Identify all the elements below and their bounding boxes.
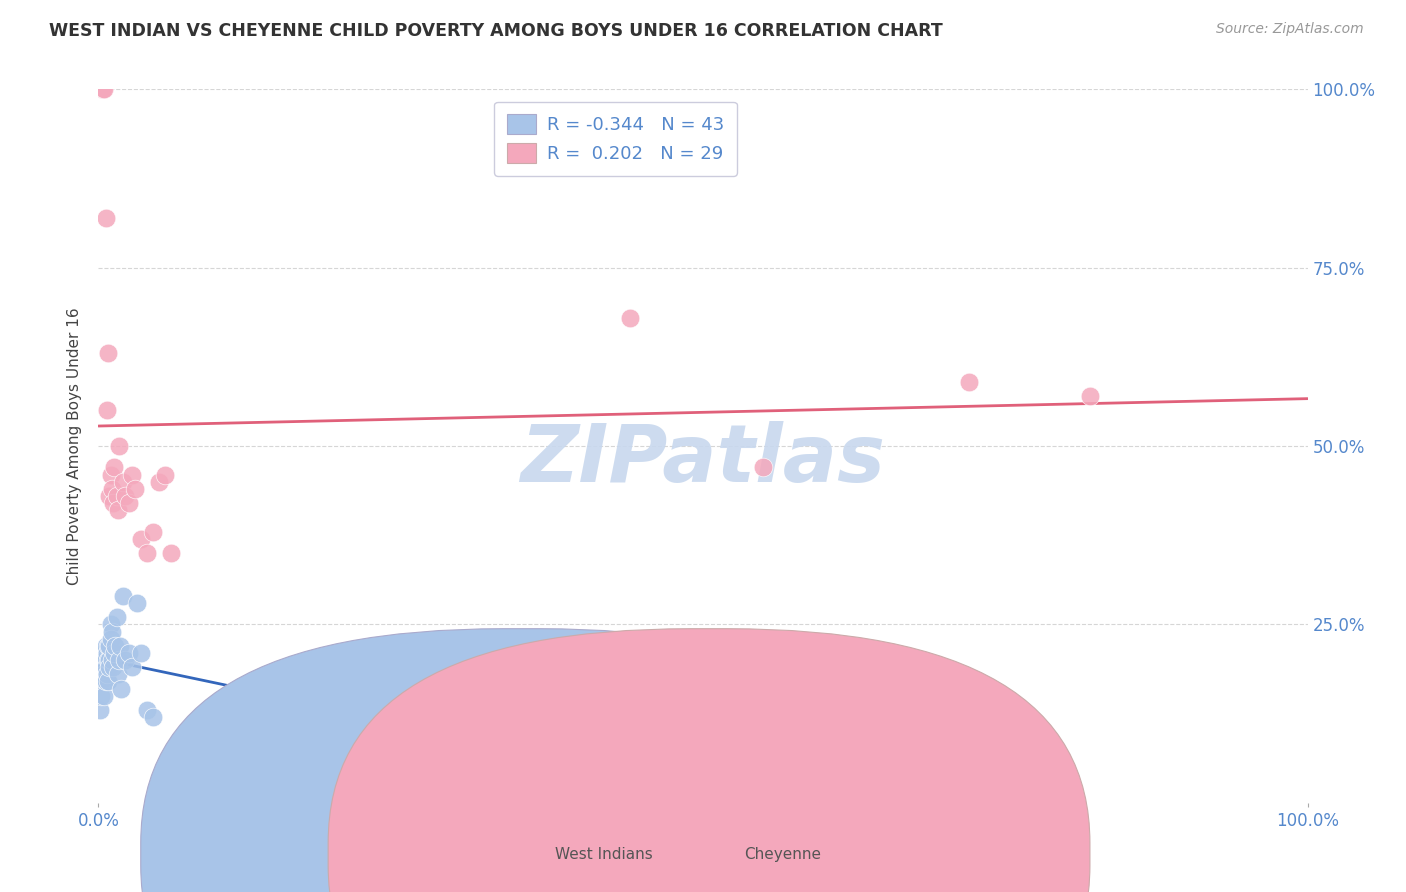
Point bbox=[142, 710, 165, 724]
Point bbox=[96, 646, 118, 660]
Point bbox=[97, 346, 120, 360]
Y-axis label: Child Poverty Among Boys Under 16: Child Poverty Among Boys Under 16 bbox=[67, 307, 83, 585]
Point bbox=[121, 660, 143, 674]
Point bbox=[91, 660, 114, 674]
Point bbox=[93, 653, 115, 667]
Point bbox=[93, 667, 115, 681]
Point bbox=[89, 703, 111, 717]
Point bbox=[114, 489, 136, 503]
Point bbox=[957, 375, 980, 389]
Point bbox=[135, 546, 157, 560]
Point bbox=[94, 639, 117, 653]
Point bbox=[127, 596, 149, 610]
Point bbox=[96, 403, 118, 417]
FancyBboxPatch shape bbox=[141, 629, 903, 892]
Text: WEST INDIAN VS CHEYENNE CHILD POVERTY AMONG BOYS UNDER 16 CORRELATION CHART: WEST INDIAN VS CHEYENNE CHILD POVERTY AM… bbox=[49, 22, 943, 40]
Point bbox=[129, 646, 152, 660]
Text: West Indians: West Indians bbox=[555, 847, 654, 862]
Point bbox=[98, 639, 121, 653]
Point bbox=[98, 653, 121, 667]
Point bbox=[91, 653, 114, 667]
Point bbox=[111, 475, 134, 489]
Point bbox=[619, 310, 641, 325]
Point bbox=[118, 496, 141, 510]
Point bbox=[90, 674, 112, 689]
Point bbox=[142, 524, 165, 539]
FancyBboxPatch shape bbox=[328, 629, 1090, 892]
Point bbox=[90, 689, 112, 703]
Text: ZIPatlas: ZIPatlas bbox=[520, 421, 886, 500]
Point bbox=[668, 767, 690, 781]
Text: Source: ZipAtlas.com: Source: ZipAtlas.com bbox=[1216, 22, 1364, 37]
Point bbox=[94, 211, 117, 225]
Point bbox=[153, 467, 176, 482]
Point bbox=[108, 639, 131, 653]
Point bbox=[91, 82, 114, 96]
Point bbox=[110, 681, 132, 696]
Point bbox=[107, 503, 129, 517]
Point bbox=[111, 589, 134, 603]
Point bbox=[100, 482, 122, 496]
Point bbox=[96, 667, 118, 681]
Point bbox=[94, 674, 117, 689]
Point bbox=[100, 617, 122, 632]
Point bbox=[114, 653, 136, 667]
Point bbox=[108, 653, 131, 667]
Point bbox=[148, 475, 170, 489]
Point bbox=[91, 667, 114, 681]
Point bbox=[101, 496, 124, 510]
Point bbox=[97, 674, 120, 689]
Point bbox=[129, 532, 152, 546]
Point bbox=[98, 660, 121, 674]
Point bbox=[100, 467, 122, 482]
Point bbox=[474, 746, 496, 760]
Point bbox=[103, 646, 125, 660]
Point bbox=[160, 546, 183, 560]
Point bbox=[98, 489, 121, 503]
Point bbox=[135, 703, 157, 717]
Point bbox=[104, 639, 127, 653]
Point bbox=[100, 624, 122, 639]
Point bbox=[103, 460, 125, 475]
Point bbox=[108, 439, 131, 453]
Point bbox=[107, 667, 129, 681]
Point bbox=[93, 82, 115, 96]
Point bbox=[91, 646, 114, 660]
Point bbox=[97, 653, 120, 667]
Point bbox=[100, 632, 122, 646]
Point bbox=[752, 460, 775, 475]
Point bbox=[91, 82, 114, 96]
Point bbox=[118, 646, 141, 660]
Point bbox=[105, 610, 128, 624]
Point bbox=[124, 482, 146, 496]
Point bbox=[121, 467, 143, 482]
Point bbox=[105, 489, 128, 503]
Text: Cheyenne: Cheyenne bbox=[744, 847, 821, 862]
Point bbox=[94, 660, 117, 674]
Point bbox=[1078, 389, 1101, 403]
Point bbox=[97, 639, 120, 653]
Legend: R = -0.344   N = 43, R =  0.202   N = 29: R = -0.344 N = 43, R = 0.202 N = 29 bbox=[495, 102, 737, 176]
Point bbox=[100, 653, 122, 667]
Point bbox=[101, 660, 124, 674]
Point bbox=[93, 689, 115, 703]
